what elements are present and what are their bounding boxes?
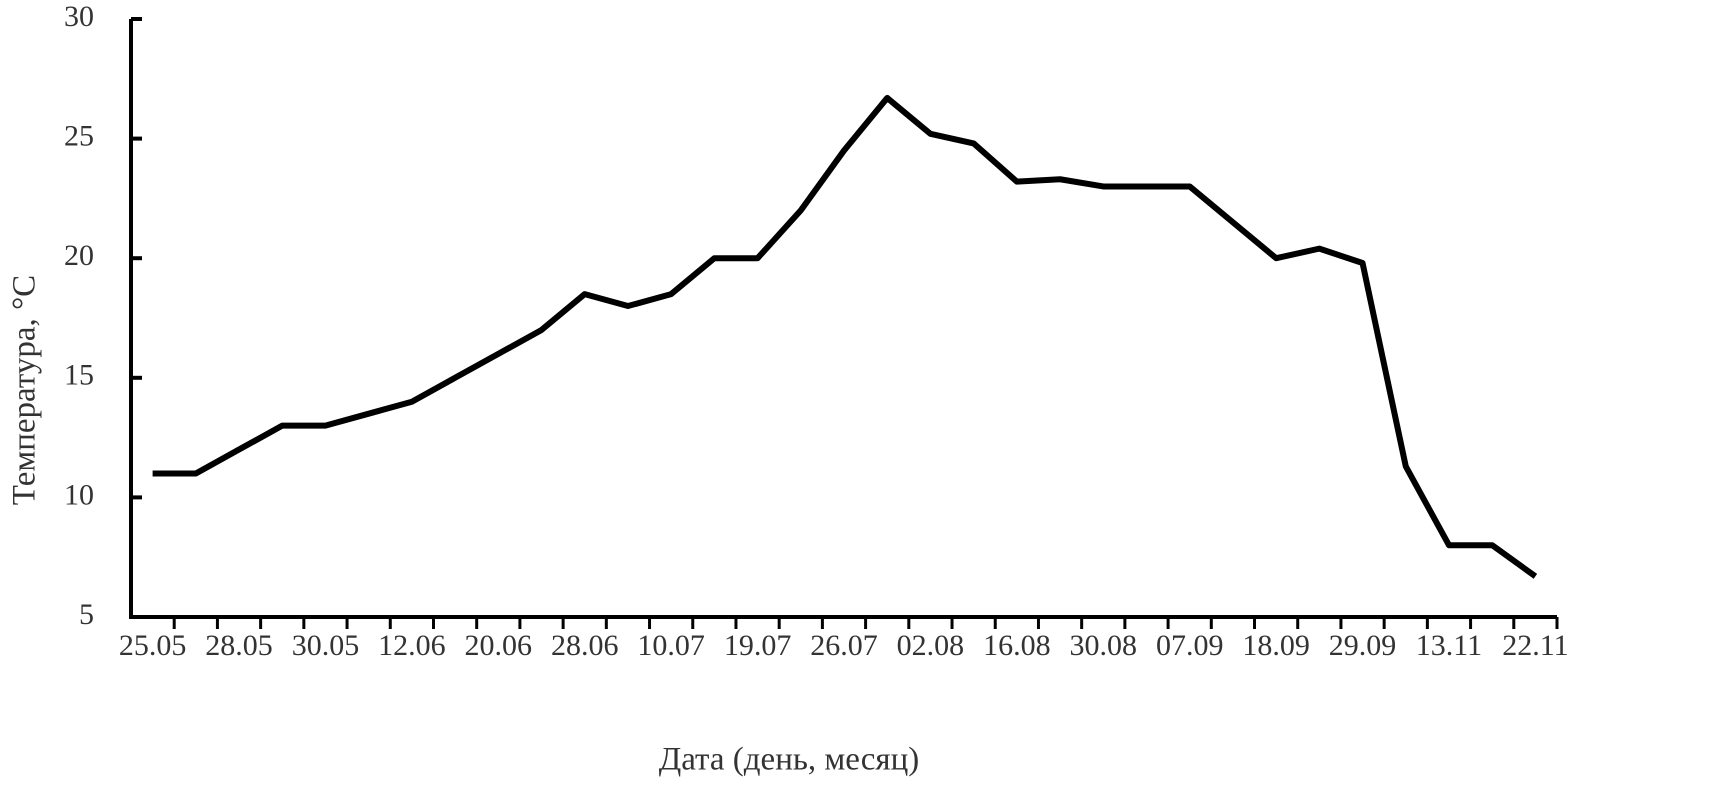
x-tick-label: 12.06 bbox=[378, 629, 446, 662]
x-tick-label: 16.08 bbox=[983, 629, 1051, 662]
x-tick-label: 29.09 bbox=[1329, 629, 1397, 662]
x-tick-label: 20.06 bbox=[465, 629, 533, 662]
x-tick-label: 18.09 bbox=[1242, 629, 1310, 662]
x-tick-label: 19.07 bbox=[724, 629, 792, 662]
y-tick-label: 20 bbox=[64, 239, 94, 272]
x-tick-label: 26.07 bbox=[810, 629, 878, 662]
x-tick-label: 10.07 bbox=[637, 629, 705, 662]
x-tick-label: 30.08 bbox=[1070, 629, 1138, 662]
x-tick-label: 13.11 bbox=[1416, 629, 1482, 662]
x-tick-label: 07.09 bbox=[1156, 629, 1224, 662]
y-tick-label: 5 bbox=[79, 598, 94, 631]
y-tick-label: 25 bbox=[64, 119, 94, 152]
x-tick-label: 25.05 bbox=[119, 629, 187, 662]
y-tick-label: 10 bbox=[64, 478, 94, 511]
x-tick-label: 22.11 bbox=[1502, 629, 1568, 662]
x-tick-label: 30.05 bbox=[292, 629, 360, 662]
y-tick-label: 30 bbox=[64, 0, 94, 33]
x-tick-label: 28.05 bbox=[205, 629, 273, 662]
x-tick-label: 28.06 bbox=[551, 629, 619, 662]
y-tick-label: 15 bbox=[64, 359, 94, 392]
data-line bbox=[152, 94, 1538, 579]
y-axis-title: Температура, °C bbox=[7, 275, 43, 505]
x-axis-title: Дата (день, месяц) bbox=[659, 742, 920, 778]
x-tick-label: 02.08 bbox=[897, 629, 965, 662]
